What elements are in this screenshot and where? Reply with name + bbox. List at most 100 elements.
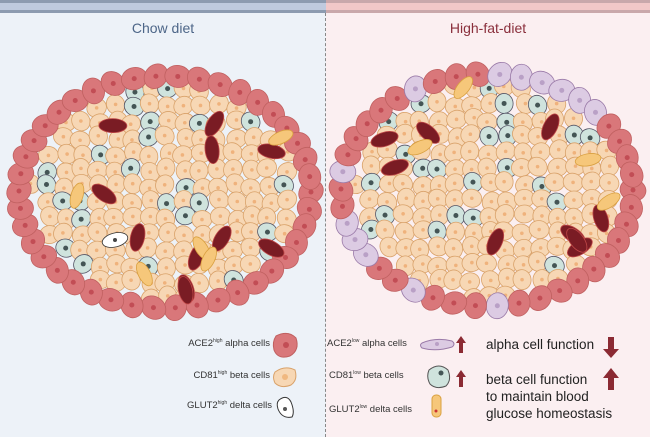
marker: CD81 — [329, 370, 354, 382]
nucleus — [43, 181, 49, 187]
nucleus — [183, 263, 187, 267]
nucleus — [184, 136, 189, 141]
nucleus — [604, 231, 609, 236]
nucleus — [451, 277, 455, 282]
nucleus — [165, 294, 170, 298]
nucleus — [251, 135, 256, 140]
nucleus — [113, 238, 117, 242]
cell-type: delta cells — [229, 400, 272, 412]
nucleus — [98, 277, 103, 282]
nucleus — [233, 181, 238, 186]
nucleus — [368, 180, 374, 186]
nucleus — [472, 115, 476, 120]
nucleus — [130, 181, 135, 186]
dark-cell — [91, 183, 117, 205]
nucleus — [163, 217, 168, 221]
nucleus — [434, 228, 440, 234]
nucleus — [401, 211, 405, 216]
nucleus — [65, 152, 69, 156]
nucleus — [488, 229, 493, 234]
delta-cell — [268, 129, 294, 146]
nucleus — [216, 266, 221, 271]
nucleus — [231, 167, 235, 172]
marker: GLUT2 — [187, 400, 218, 412]
effect-line: beta cell function — [486, 372, 588, 387]
nucleus — [521, 120, 525, 125]
nucleus — [79, 119, 83, 123]
marker-level: high — [213, 338, 223, 344]
nucleus — [338, 186, 344, 192]
nucleus — [589, 211, 593, 216]
nucleus — [628, 204, 634, 210]
nucleus — [306, 206, 312, 212]
nucleus — [131, 214, 135, 219]
legend-alpha-low: ACE2low alpha cells — [327, 338, 407, 349]
dark-cell — [416, 121, 440, 144]
nucleus — [453, 74, 459, 80]
nucleus — [264, 229, 270, 235]
nucleus — [485, 166, 489, 170]
nucleus — [592, 109, 598, 115]
nucleus — [113, 170, 117, 174]
nucleus — [403, 119, 408, 124]
nucleus — [230, 248, 235, 253]
nucleus — [418, 101, 424, 107]
hfd-islet — [328, 61, 647, 320]
nucleus — [17, 205, 23, 211]
nucleus — [164, 166, 168, 170]
nucleus — [523, 101, 528, 106]
nucleus — [270, 111, 276, 117]
nucleus — [147, 101, 152, 106]
nucleus — [96, 133, 101, 138]
nucleus — [452, 197, 457, 202]
nucleus — [575, 278, 581, 284]
nucleus — [367, 197, 372, 201]
nucleus — [403, 264, 408, 268]
nucleus — [108, 297, 114, 303]
nucleus — [163, 249, 168, 253]
dark-cell — [204, 135, 220, 165]
nucleus — [248, 186, 253, 190]
nucleus — [282, 254, 288, 260]
nucleus — [307, 174, 313, 180]
nucleus — [555, 216, 560, 221]
nucleus — [368, 227, 374, 233]
nucleus — [472, 231, 476, 236]
nucleus — [285, 170, 289, 174]
effect-line: to maintain blood — [486, 389, 589, 404]
nucleus — [385, 200, 389, 204]
nucleus — [573, 164, 578, 168]
nucleus — [63, 245, 69, 251]
nucleus — [387, 245, 391, 249]
nucleus — [571, 132, 577, 138]
cell-type: alpha cells — [361, 338, 407, 350]
nucleus — [97, 216, 101, 221]
nucleus — [571, 180, 575, 185]
nucleus — [607, 180, 611, 185]
nucleus — [435, 264, 440, 269]
nucleus — [281, 182, 287, 188]
nucleus — [54, 267, 60, 273]
delta-cell — [596, 192, 621, 211]
nucleus — [502, 248, 507, 253]
nucleus — [421, 199, 425, 204]
nucleus — [147, 231, 151, 235]
nucleus — [70, 279, 76, 285]
nucleus — [535, 102, 541, 108]
nucleus — [554, 101, 559, 106]
marker-level: low — [353, 370, 361, 376]
alpha-function-effect: alpha cell function — [486, 337, 595, 352]
nucleus — [215, 167, 219, 171]
nucleus — [252, 199, 257, 204]
nucleus — [217, 82, 223, 88]
nucleus — [469, 167, 474, 172]
nucleus — [248, 262, 253, 266]
dark-cell — [98, 118, 128, 134]
nucleus — [64, 216, 69, 221]
nucleus — [129, 278, 133, 282]
nucleus — [505, 262, 510, 267]
delta-cell — [136, 261, 153, 287]
nucleus — [253, 280, 259, 286]
nucleus — [16, 188, 22, 194]
nucleus — [607, 164, 612, 168]
